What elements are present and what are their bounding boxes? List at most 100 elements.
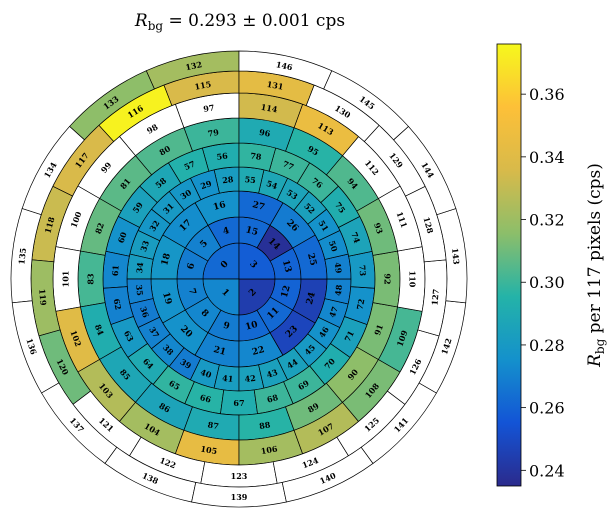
segment-label: 110 xyxy=(408,271,418,288)
colorbar-tick-label: 0.34 xyxy=(529,148,565,167)
segment-label: 143 xyxy=(450,247,462,265)
segment-label: 60 xyxy=(116,230,129,244)
segment-label: 127 xyxy=(429,288,440,306)
segment-label: 15 xyxy=(244,225,259,238)
segment-label: 16 xyxy=(212,200,227,213)
segment-label: 72 xyxy=(354,298,366,311)
segment-label: 115 xyxy=(194,79,212,92)
segment-label: 48 xyxy=(333,284,344,297)
segment-label: 56 xyxy=(216,150,229,161)
colorbar-tick-label: 0.26 xyxy=(529,399,565,418)
segment-label: 67 xyxy=(233,398,244,408)
segment-label: 36 xyxy=(138,305,151,319)
segment-label: 1 xyxy=(219,287,231,299)
colorbar-label-symbol: R xyxy=(585,354,605,368)
segment-label: 40 xyxy=(199,367,213,380)
segment-label: 2 xyxy=(247,287,259,299)
segment-label: 33 xyxy=(138,239,151,253)
title-text: = 0.293 ± 0.001 cps xyxy=(163,11,345,31)
segment-label: 61 xyxy=(110,265,121,277)
segment-label: 88 xyxy=(258,419,271,431)
segment-label: 139 xyxy=(231,492,248,502)
colorbar-tick-label: 0.32 xyxy=(529,211,565,230)
segment-label: 132 xyxy=(184,59,202,72)
segment-label: 105 xyxy=(200,443,218,456)
segment-label: 6 xyxy=(186,262,197,271)
segment-label: 118 xyxy=(42,215,56,234)
segment-label: 42 xyxy=(244,373,256,384)
segment-label: 37 xyxy=(147,325,161,340)
segment-label: 146 xyxy=(275,59,294,72)
segment-label: 25 xyxy=(305,252,318,267)
segment-label: 86 xyxy=(157,400,172,414)
segment-label: 106 xyxy=(260,443,279,456)
segment-label: 34 xyxy=(134,261,145,274)
segment-label: 73 xyxy=(357,265,368,277)
segment-label: 28 xyxy=(222,174,235,185)
segment-label: 135 xyxy=(16,247,28,265)
chart-title: Rbg = 0.293 ± 0.001 cps xyxy=(134,11,345,33)
segment-label: 101 xyxy=(61,271,71,288)
segment-label: 18 xyxy=(160,252,173,267)
segment-label: 57 xyxy=(182,158,196,172)
colorbar-label-subscript: bg xyxy=(593,338,607,354)
segment-label: 22 xyxy=(251,345,266,358)
segment-label: 78 xyxy=(250,150,263,161)
colorbar-label-text: per 117 pixels (cps) xyxy=(585,163,605,339)
segment-label: 131 xyxy=(266,79,284,92)
segment-label: 8 xyxy=(199,308,211,320)
segment-label: 49 xyxy=(333,262,344,275)
segment-label: 123 xyxy=(231,471,248,481)
segment-label: 13 xyxy=(280,259,293,274)
segment-label: 65 xyxy=(167,378,182,392)
segment-label: 0 xyxy=(219,259,231,271)
segment-label: 79 xyxy=(207,127,220,139)
segment-label: 24 xyxy=(305,291,318,306)
segment-label: 83 xyxy=(86,273,96,285)
colorbar-tick-label: 0.36 xyxy=(529,85,565,104)
segment-label: 95 xyxy=(306,143,321,157)
segment-label: 98 xyxy=(145,121,160,135)
segment-label: 84 xyxy=(93,323,106,337)
segment-label: 82 xyxy=(93,221,106,235)
colorbar-gradient xyxy=(496,43,522,487)
segment-label: 3 xyxy=(247,259,259,271)
segment-label: 35 xyxy=(134,284,145,296)
segment-label: 47 xyxy=(327,305,340,319)
segment-146 xyxy=(238,50,333,90)
segment-label: 97 xyxy=(203,102,216,114)
title-subscript: bg xyxy=(148,19,164,33)
segment-label: 41 xyxy=(222,373,234,384)
segment-label: 5 xyxy=(199,239,211,251)
segment-label: 68 xyxy=(266,392,280,405)
segment-label: 19 xyxy=(160,291,173,306)
segment-label: 142 xyxy=(439,337,454,356)
segment-label: 50 xyxy=(327,239,340,253)
segment-label: 87 xyxy=(207,419,220,431)
segment-label: 7 xyxy=(186,287,197,296)
segment-label: 4 xyxy=(222,226,231,237)
segment-label: 96 xyxy=(258,127,271,139)
segment-label: 9 xyxy=(222,321,231,332)
segment-label: 93 xyxy=(372,221,385,235)
segment-label: 92 xyxy=(383,273,393,284)
segment-label: 62 xyxy=(112,298,124,311)
title-symbol: R xyxy=(134,11,148,31)
segment-label: 27 xyxy=(251,200,266,213)
segment-label: 43 xyxy=(265,367,279,380)
segment-label: 63 xyxy=(122,329,136,344)
colorbar-tick-label: 0.30 xyxy=(529,273,565,292)
segment-label: 12 xyxy=(280,284,293,299)
colorbar-label: Rbg per 117 pixels (cps) xyxy=(585,163,607,368)
segment-label: 21 xyxy=(212,345,227,358)
segment-label: 128 xyxy=(421,216,435,235)
colorbar-tick-label: 0.28 xyxy=(529,336,565,355)
segment-label: 66 xyxy=(199,392,213,405)
colorbar-tick-label: 0.24 xyxy=(529,461,565,480)
segment-label: 55 xyxy=(244,174,256,185)
segment-label: 10 xyxy=(244,320,259,333)
segment-label: 74 xyxy=(349,231,362,245)
colorbar-ticks: 0.24 0.26 0.28 0.30 0.32 0.34 0.36 xyxy=(521,85,565,480)
segment-label: 119 xyxy=(37,288,49,306)
